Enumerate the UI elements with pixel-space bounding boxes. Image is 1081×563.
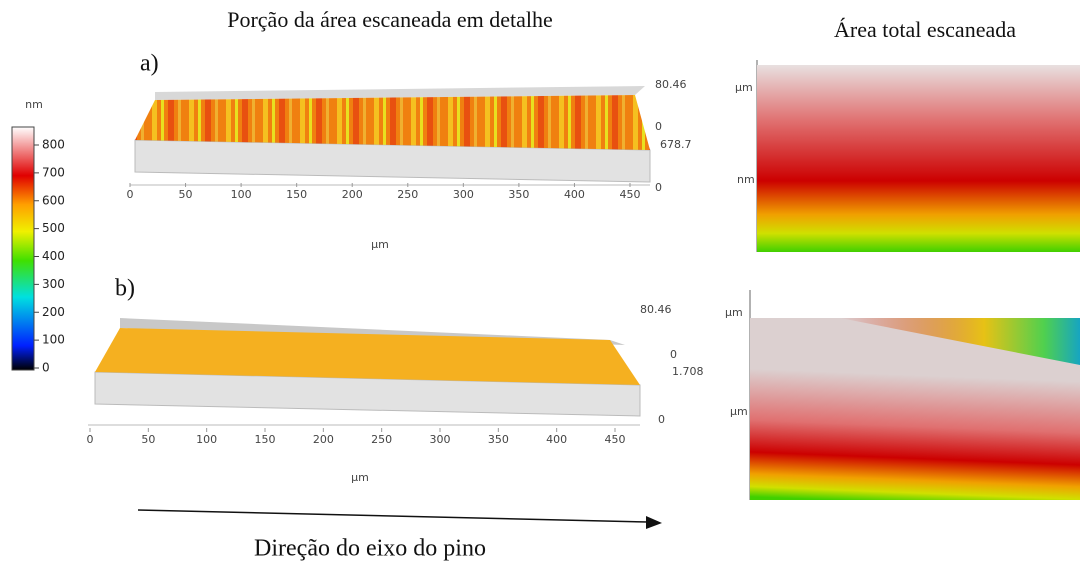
map-label: nm	[737, 173, 755, 186]
right-title: Área total escaneada	[834, 17, 1016, 42]
x-tick-label: 100	[196, 433, 217, 446]
colorbar-tick-label: 200	[42, 305, 65, 319]
x-tick-label: 200	[313, 433, 334, 446]
colorbar	[12, 127, 34, 370]
figure: Porção da área escaneada em detalhe Área…	[0, 0, 1081, 563]
z-label: 0	[655, 120, 662, 133]
x-tick-label: 350	[488, 433, 509, 446]
colorbar-unit: nm	[25, 98, 43, 111]
left-title: Porção da área escaneada em detalhe	[227, 7, 553, 32]
z-label: 80.46	[655, 78, 687, 91]
x-tick-label: 0	[87, 433, 94, 446]
x-unit: µm	[371, 238, 389, 251]
x-tick-label: 150	[286, 188, 307, 201]
panel-label: b)	[115, 276, 135, 302]
map-label: µm	[725, 306, 743, 319]
colorbar-tick-label: 600	[42, 193, 65, 207]
z-label: 0	[655, 181, 662, 194]
x-tick-label: 400	[564, 188, 585, 201]
panel-label: a)	[140, 51, 159, 77]
arrow	[138, 510, 648, 522]
map-label: µm	[730, 405, 748, 418]
z-label: 80.46	[640, 303, 672, 316]
colorbar-tick-label: 500	[42, 221, 65, 235]
height-map	[757, 65, 1080, 252]
x-unit: µm	[351, 471, 369, 484]
x-tick-label: 150	[255, 433, 276, 446]
x-tick-label: 450	[620, 188, 641, 201]
colorbar-tick-label: 400	[42, 249, 65, 263]
x-tick-label: 100	[231, 188, 252, 201]
colorbar-tick-label: 100	[42, 333, 65, 347]
x-tick-label: 50	[141, 433, 155, 446]
x-tick-label: 400	[546, 433, 567, 446]
z-label: 1.708	[672, 365, 704, 378]
colorbar-tick-label: 700	[42, 165, 65, 179]
z-label: 0	[670, 348, 677, 361]
map-label: µm	[735, 81, 753, 94]
x-tick-label: 300	[453, 188, 474, 201]
x-tick-label: 250	[371, 433, 392, 446]
x-tick-label: 350	[508, 188, 529, 201]
x-tick-label: 0	[127, 188, 134, 201]
x-tick-label: 50	[179, 188, 193, 201]
x-tick-label: 300	[430, 433, 451, 446]
x-tick-label: 450	[605, 433, 626, 446]
colorbar-tick-label: 300	[42, 277, 65, 291]
z-label: 678.7	[660, 138, 692, 151]
x-tick-label: 250	[397, 188, 418, 201]
x-tick-label: 200	[342, 188, 363, 201]
colorbar-tick-label: 0	[42, 361, 50, 375]
arrow-head	[646, 516, 662, 529]
colorbar-tick-label: 800	[42, 138, 65, 152]
z-label: 0	[658, 413, 665, 426]
footer: Direção do eixo do pino	[254, 536, 486, 562]
